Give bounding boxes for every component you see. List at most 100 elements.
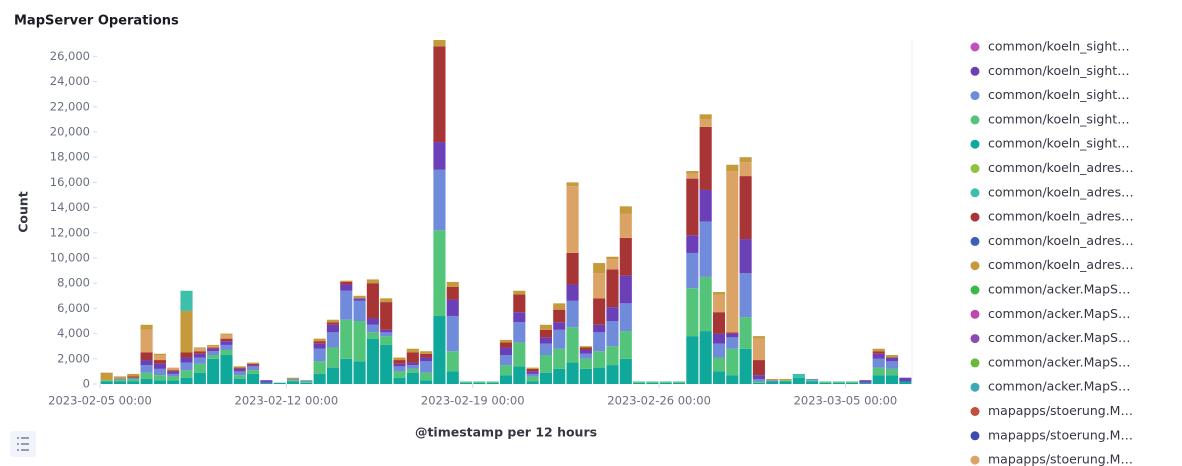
legend-label[interactable]: common/acker.MapS… [988, 306, 1130, 321]
bar-segment [180, 377, 193, 384]
bar-segment [366, 324, 379, 333]
bar-segment [766, 381, 779, 384]
legend-label[interactable]: common/koeln_adres… [988, 160, 1134, 175]
bar-segment [513, 366, 526, 384]
bar-segment [113, 380, 127, 382]
legend-swatch[interactable] [970, 236, 980, 246]
bar-segment [752, 338, 765, 361]
bar-segment [606, 365, 619, 384]
legend-swatch[interactable] [970, 188, 980, 198]
bar-segment [606, 346, 619, 366]
bar-segment [113, 376, 127, 379]
bar-segment [406, 365, 419, 369]
legend-label[interactable]: common/acker.MapS… [988, 282, 1130, 297]
legend-swatch[interactable] [970, 212, 980, 222]
bar-segment [726, 171, 739, 333]
bar-segment [340, 284, 353, 291]
bar-segment [153, 380, 166, 384]
bar-segment [899, 381, 912, 384]
bar-segment [260, 382, 273, 384]
bar-segment [193, 348, 206, 352]
legend-swatch[interactable] [970, 309, 980, 319]
bar-segment [153, 368, 166, 376]
bar-segment [406, 352, 419, 363]
bar-segment [153, 360, 166, 364]
legend-swatch[interactable] [970, 285, 980, 295]
legend-label[interactable]: common/koeln_sight… [988, 63, 1130, 78]
legend-swatch[interactable] [970, 407, 980, 416]
legend-label[interactable]: common/koeln_adres… [988, 233, 1134, 248]
bar-segment [539, 343, 552, 356]
bar-segment [380, 329, 393, 333]
bar-segment [726, 337, 739, 349]
bar-segment [539, 329, 552, 338]
bar-segment [420, 353, 433, 358]
bar-segment [553, 303, 566, 310]
legend-swatch[interactable] [970, 334, 980, 344]
bar-segment [446, 286, 459, 300]
legend-swatch[interactable] [970, 139, 980, 149]
bar-segment [366, 279, 379, 284]
legend-swatch[interactable] [970, 358, 980, 368]
legend-label[interactable]: common/koeln_sight… [988, 111, 1130, 126]
bar-segment [726, 375, 739, 384]
bar-segment [446, 315, 459, 352]
bar-segment [513, 290, 526, 295]
bar-segment [686, 252, 699, 289]
bar-segment [420, 351, 433, 354]
legend-label[interactable]: common/koeln_sight… [988, 87, 1130, 102]
legend-swatch[interactable] [970, 91, 980, 101]
bar-segment [539, 337, 552, 344]
legend-toggle[interactable] [10, 431, 36, 457]
bar-segment [460, 381, 473, 383]
bar-segment [726, 332, 739, 334]
bar-segment [806, 378, 819, 381]
bar-segment [406, 372, 419, 384]
bar-segment [779, 381, 792, 384]
y-axis-label: Count [16, 191, 31, 233]
bar-segment [233, 368, 246, 372]
legend-label[interactable]: common/koeln_sight… [988, 136, 1130, 151]
bar-segment [499, 339, 513, 343]
bar-segment [300, 380, 313, 382]
bar-segment [885, 357, 899, 362]
legend-swatch[interactable] [970, 66, 980, 76]
bar-segment [273, 382, 286, 384]
bar-segment [433, 230, 446, 316]
chart-title: MapServer Operations [14, 14, 179, 29]
legend-label[interactable]: common/acker.MapS… [988, 379, 1130, 394]
legend-label[interactable]: common/acker.MapS… [988, 354, 1130, 369]
legend-swatch[interactable] [970, 261, 980, 271]
bar-segment [140, 329, 153, 353]
legend-label[interactable]: common/koeln_adres… [988, 257, 1134, 272]
legend-label[interactable]: mapapps/stoerung.M… [988, 452, 1133, 466]
bar-segment [180, 357, 193, 363]
bar-segment [233, 367, 246, 369]
legend-label[interactable]: common/acker.MapS… [988, 330, 1130, 345]
legend-label[interactable]: common/koeln_adres… [988, 184, 1134, 199]
legend-label[interactable]: common/koeln_sight… [988, 39, 1130, 54]
bar-segment [752, 378, 765, 382]
legend-swatch[interactable] [970, 455, 980, 465]
bar-segment [672, 382, 686, 384]
legend-label[interactable]: mapapps/stoerung.M… [988, 427, 1133, 442]
legend-swatch[interactable] [970, 42, 980, 52]
bar-segment [300, 382, 313, 384]
legend-swatch[interactable] [970, 164, 980, 173]
bar-segment [832, 381, 845, 383]
bar-segment [393, 360, 406, 364]
legend-label[interactable]: common/koeln_adres… [988, 209, 1134, 224]
bar-segment [446, 299, 459, 316]
legend-label[interactable]: mapapps/stoerung.M… [988, 403, 1133, 418]
legend-swatch[interactable] [970, 382, 980, 392]
bar-segment [686, 336, 699, 384]
legend-swatch[interactable] [970, 431, 980, 441]
bar-segment [313, 343, 326, 349]
bar-segment [113, 378, 127, 381]
bar-segment [752, 360, 765, 376]
bar-segment [566, 186, 579, 253]
bar-segment [539, 355, 552, 373]
bar-segment [180, 310, 193, 353]
legend-swatch[interactable] [970, 115, 980, 125]
bar-segment [712, 371, 726, 384]
